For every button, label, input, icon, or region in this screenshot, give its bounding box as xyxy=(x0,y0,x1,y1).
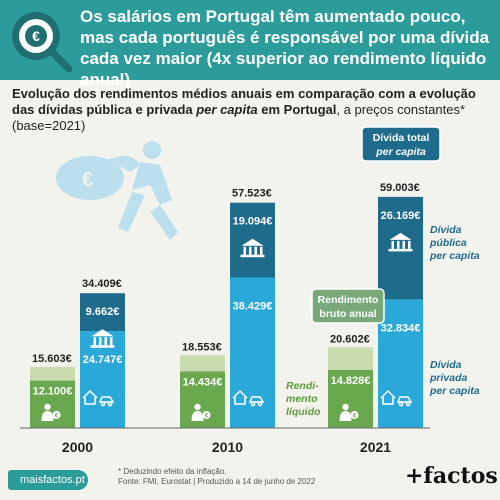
label-divida-privada: 38.429€ xyxy=(233,300,273,312)
svg-text:privada: privada xyxy=(429,372,468,384)
legend-divida-total: Dívida total per capita xyxy=(361,126,441,162)
person-euro-icon: € xyxy=(191,403,211,421)
label-rendimento-liquido: 14.828€ xyxy=(331,375,371,387)
header-banner: € Os salários em Portugal têm aumentado … xyxy=(0,0,500,89)
label-rendimento-liquido: 12.100€ xyxy=(33,386,73,398)
svg-text:Dívida total: Dívida total xyxy=(373,132,430,144)
svg-text:Rendi-: Rendi- xyxy=(286,380,319,392)
svg-text:Dívida: Dívida xyxy=(430,359,462,371)
chart-subtitle: Evolução dos rendimentos médios anuais e… xyxy=(12,86,492,134)
label-rendimento-bruto: 18.553€ xyxy=(182,341,222,353)
x-tick-label: 2021 xyxy=(360,439,391,455)
legend-rendimento-bruto: Rendimento bruto anual xyxy=(311,288,385,324)
svg-text:líquido: líquido xyxy=(286,406,321,418)
svg-text:mento: mento xyxy=(286,393,318,405)
government-building-icon xyxy=(388,232,413,252)
label-divida-publica: 26.169€ xyxy=(381,210,421,222)
label-divida-publica: 9.662€ xyxy=(86,306,120,318)
house-car-icon xyxy=(82,389,115,407)
svg-text:Dívida: Dívida xyxy=(430,224,462,236)
svg-text:€: € xyxy=(82,169,93,191)
house-car-icon xyxy=(232,389,265,407)
bar-divida-publica xyxy=(378,196,423,300)
label-rendimento-bruto: 20.602€ xyxy=(330,333,370,345)
label-divida-privada: 32.834€ xyxy=(381,322,421,334)
x-tick-label: 2000 xyxy=(62,439,93,455)
footer-note: * Deduzindo efeito da inflação. Fonte: F… xyxy=(118,467,378,487)
x-tick-label: 2010 xyxy=(212,439,243,455)
svg-text:per capita: per capita xyxy=(429,385,480,397)
subtitle-part3: em Portugal xyxy=(257,102,337,117)
person-euro-icon: € xyxy=(41,403,61,421)
label-divida-total: 59.003€ xyxy=(380,182,420,194)
svg-text:€: € xyxy=(32,28,40,44)
svg-text:Rendimento: Rendimento xyxy=(318,294,379,306)
label-divida-total: 34.409€ xyxy=(82,278,122,290)
page-title: Os salários em Portugal têm aumentado po… xyxy=(80,7,490,89)
svg-text:per capita: per capita xyxy=(429,250,480,262)
government-building-icon xyxy=(90,329,115,348)
magnifier-euro-icon: € xyxy=(12,12,73,73)
label-divida-privada: 24.747€ xyxy=(83,354,123,366)
footer-source: Fonte: FMI, Eurostat | Produzido a 14 de… xyxy=(118,477,316,486)
subtitle-part5: (base=2021) xyxy=(12,118,86,133)
person-euro-icon: € xyxy=(339,403,359,421)
subtitle-part1: Evolução dos rendimentos médios anuais e… xyxy=(12,86,476,117)
svg-text:per capita: per capita xyxy=(375,146,426,158)
svg-text:bruto anual: bruto anual xyxy=(319,308,376,320)
label-divida-total: 57.523€ xyxy=(232,188,272,200)
label-divida-publica: 19.094€ xyxy=(233,216,273,228)
label-rendimento-liquido: 14.434€ xyxy=(183,376,223,388)
brand-logo: +factos xyxy=(405,463,498,489)
house-car-icon xyxy=(380,389,413,407)
svg-text:€: € xyxy=(353,414,357,420)
person-carrying-debt-bag-icon: € xyxy=(56,141,178,240)
footer-note-inflation: * Deduzindo efeito da inflação. xyxy=(118,467,227,476)
subtitle-part2: per capita xyxy=(196,102,258,117)
site-link[interactable]: maisfactos.pt xyxy=(8,470,88,490)
subtitle-part4: , a preços constantes* xyxy=(336,102,466,117)
government-building-icon xyxy=(240,238,265,258)
label-rendimento-bruto: 15.603€ xyxy=(32,353,72,365)
bar-divida-privada xyxy=(378,299,423,428)
svg-text:€: € xyxy=(205,414,209,420)
svg-text:€: € xyxy=(55,414,59,420)
svg-text:pública: pública xyxy=(429,237,467,249)
bar-divida-publica xyxy=(80,293,125,332)
